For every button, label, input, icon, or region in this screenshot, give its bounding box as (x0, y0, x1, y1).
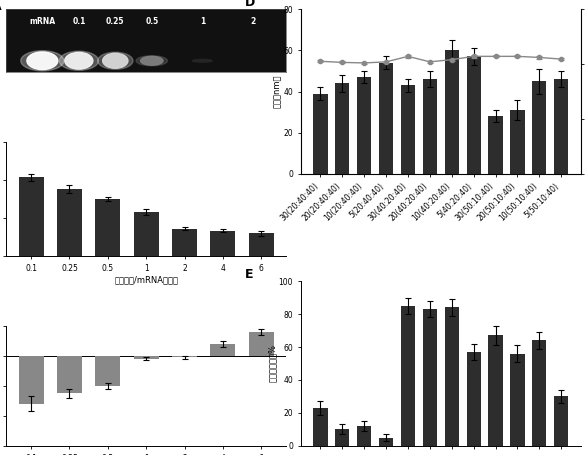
Ellipse shape (140, 56, 163, 65)
Bar (95, 199, 120, 256)
Ellipse shape (21, 51, 64, 71)
Ellipse shape (65, 52, 93, 69)
Text: A: A (0, 0, 1, 13)
Text: 2: 2 (250, 17, 255, 25)
Bar (357, 426, 372, 446)
Bar (510, 110, 525, 174)
Bar (445, 51, 459, 174)
Ellipse shape (59, 51, 99, 71)
Bar (401, 86, 415, 174)
Text: E: E (244, 268, 253, 281)
Bar (532, 340, 546, 446)
Bar (249, 332, 274, 356)
Bar (57, 356, 82, 393)
Bar (510, 354, 525, 446)
Bar (335, 430, 349, 446)
Y-axis label: 粒径（nm）: 粒径（nm） (273, 75, 282, 108)
Bar (95, 356, 120, 386)
Bar (554, 79, 568, 174)
Bar (423, 79, 437, 174)
Bar (172, 356, 197, 357)
Bar (134, 356, 158, 359)
Text: 0.25: 0.25 (106, 17, 124, 25)
Bar (210, 231, 235, 256)
Ellipse shape (27, 52, 58, 70)
Text: 0.1: 0.1 (72, 17, 86, 25)
Bar (357, 77, 372, 174)
Bar (134, 212, 158, 256)
X-axis label: 支化分子/mRNA质量比: 支化分子/mRNA质量比 (114, 276, 178, 284)
Y-axis label: 细胞转染效率%: 细胞转染效率% (268, 344, 277, 383)
Bar (554, 396, 568, 446)
Bar (467, 352, 481, 446)
Bar (467, 56, 481, 174)
Bar (57, 189, 82, 256)
Bar (313, 408, 328, 446)
Bar (445, 308, 459, 446)
Bar (19, 177, 43, 256)
Text: 0.5: 0.5 (145, 17, 158, 25)
Bar (19, 356, 43, 404)
Text: D: D (244, 0, 255, 9)
Text: mRNA: mRNA (29, 17, 55, 25)
Bar (488, 335, 502, 446)
Bar (423, 309, 437, 446)
Bar (172, 229, 197, 256)
Bar (532, 81, 546, 174)
Bar (401, 306, 415, 446)
Ellipse shape (193, 60, 212, 62)
Bar (249, 233, 274, 256)
Ellipse shape (103, 53, 128, 68)
Bar (335, 83, 349, 174)
Ellipse shape (136, 56, 167, 66)
Bar (379, 63, 393, 174)
Bar (313, 94, 328, 174)
Text: 1: 1 (200, 17, 205, 25)
Bar (488, 116, 502, 174)
Bar (210, 344, 235, 356)
Bar (379, 438, 393, 446)
Ellipse shape (97, 52, 133, 69)
